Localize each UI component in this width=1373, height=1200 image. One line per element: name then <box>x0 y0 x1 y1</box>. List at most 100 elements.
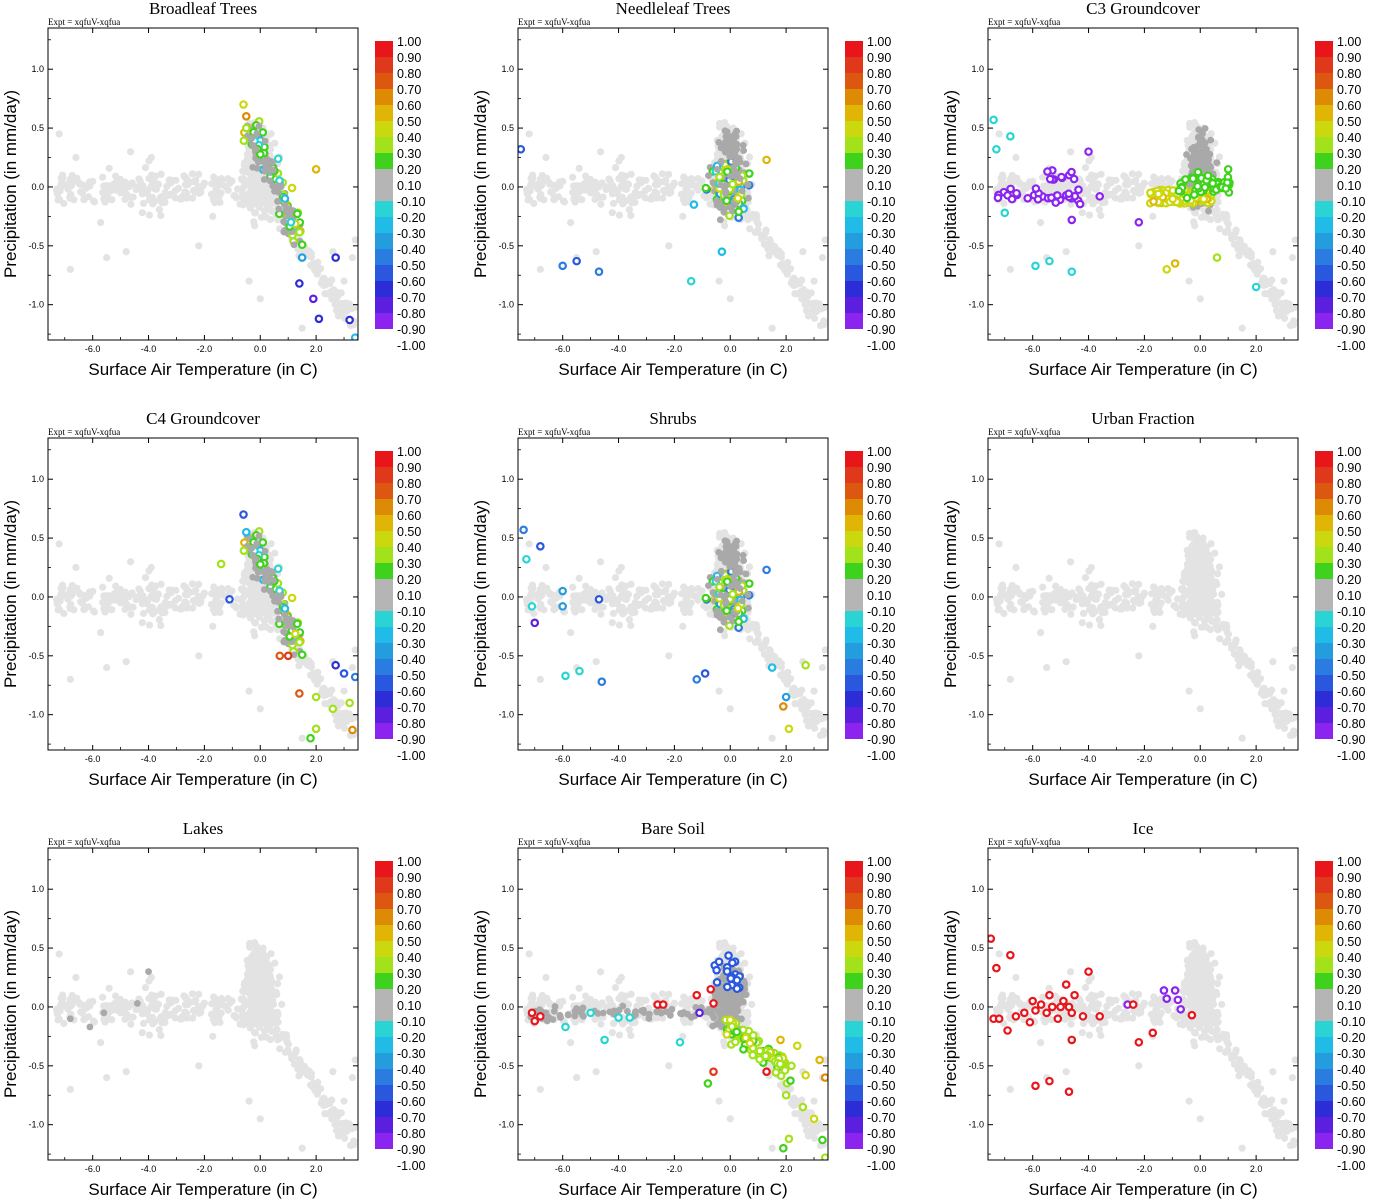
background-point <box>346 711 354 719</box>
background-point <box>775 247 783 255</box>
background-point <box>669 592 677 600</box>
background-point <box>789 281 798 289</box>
x-tick-label: -2.0 <box>667 344 683 354</box>
background-point <box>188 580 197 588</box>
background-point <box>157 621 165 630</box>
colorbar-tick-label: 0.20 <box>867 163 891 177</box>
background-point <box>662 176 670 184</box>
data-point <box>283 651 293 661</box>
background-point <box>1196 295 1204 303</box>
colorbar-tick-label: -0.40 <box>867 243 896 257</box>
background-point <box>188 170 197 178</box>
background-point <box>667 598 675 607</box>
neutral-point <box>249 573 257 581</box>
neutral-point <box>266 587 274 595</box>
plot-frame <box>517 27 829 341</box>
background-point <box>138 619 146 627</box>
background-point <box>686 608 694 616</box>
data-point <box>1067 267 1077 277</box>
background-point <box>1191 209 1199 217</box>
background-point <box>126 148 135 156</box>
colored-point <box>1043 167 1052 176</box>
colorbar-swatch <box>375 707 393 723</box>
x-axis-label: Surface Air Temperature (in C) <box>558 360 787 379</box>
data-point <box>314 314 324 324</box>
colored-point <box>1067 167 1076 177</box>
background-point <box>234 185 242 193</box>
colorbar-tick-label: 0.80 <box>1337 67 1361 81</box>
neutral-point <box>282 618 290 626</box>
background-point <box>313 270 321 278</box>
background-point <box>192 176 200 184</box>
background-point <box>85 590 93 598</box>
neutral-point <box>726 147 733 155</box>
background-point <box>209 606 218 614</box>
background-point <box>540 196 548 204</box>
background-point <box>96 218 105 227</box>
colored-point <box>728 179 738 189</box>
background-point <box>340 687 348 695</box>
plot-frame <box>987 27 1299 341</box>
background-point <box>336 299 344 308</box>
background-point <box>536 265 544 273</box>
experiment-label: Expt = xqfuV-xqfua <box>988 17 1060 27</box>
background-point <box>591 195 599 203</box>
colorbar-tick-label: -0.60 <box>397 685 426 699</box>
colorbar-swatch <box>845 57 863 73</box>
background-point <box>1286 301 1294 309</box>
background-point <box>262 213 271 221</box>
colorbar-swatch <box>845 121 863 137</box>
background-point <box>542 176 551 184</box>
y-tick-label: -1.0 <box>498 300 514 310</box>
background-point <box>1235 252 1243 260</box>
background-point <box>209 622 217 630</box>
background-point <box>1067 200 1075 208</box>
colorbar-swatch <box>1315 201 1333 217</box>
colorbar-swatch <box>845 169 863 201</box>
data-point <box>275 651 285 661</box>
background-point <box>679 196 688 204</box>
colored-point <box>1045 174 1055 184</box>
colorbar-swatch <box>375 675 393 691</box>
x-tick-label: -2.0 <box>197 344 213 354</box>
neutral-point <box>269 568 276 576</box>
colorbar-tick-label: 0.10 <box>397 179 421 193</box>
colorbar-swatch <box>375 297 393 313</box>
background-point <box>1212 211 1220 220</box>
x-tick-label: -2.0 <box>197 754 213 764</box>
neutral-point <box>739 141 747 149</box>
background-point <box>810 277 818 285</box>
data-point <box>1212 253 1222 262</box>
plot-area <box>53 100 358 340</box>
background-point <box>313 680 321 688</box>
background-point <box>1129 186 1138 195</box>
data-point <box>1134 217 1144 227</box>
background-point <box>67 190 75 198</box>
colorbar-swatch <box>1315 233 1333 249</box>
colorbar-tick-label: 0.40 <box>867 131 891 145</box>
colorbar-tick-label: 0.80 <box>397 67 421 81</box>
background-point <box>573 192 581 200</box>
background-point <box>659 194 667 202</box>
background-point <box>145 196 154 204</box>
background-point <box>1081 163 1090 172</box>
neutral-point <box>260 176 268 183</box>
panel-title: Shrubs <box>649 409 696 428</box>
background-point <box>135 175 143 183</box>
colored-point <box>290 629 300 639</box>
background-point <box>256 295 264 303</box>
colorbar-tick-label: -0.30 <box>397 637 426 651</box>
neutral-point <box>727 153 734 160</box>
colorbar-tick-label: -0.50 <box>1337 259 1366 273</box>
background-point <box>213 597 221 605</box>
colorbar-swatch <box>375 611 393 627</box>
colorbar-swatch <box>375 563 393 579</box>
background-point <box>103 253 111 262</box>
background-point <box>266 601 274 609</box>
colorbar-tick-label: 1.00 <box>867 35 891 49</box>
neutral-point <box>252 145 260 153</box>
colorbar-tick-label: -0.90 <box>867 323 896 337</box>
background-point <box>54 196 62 204</box>
data-point <box>286 217 296 227</box>
x-tick-label: -6.0 <box>85 344 101 354</box>
